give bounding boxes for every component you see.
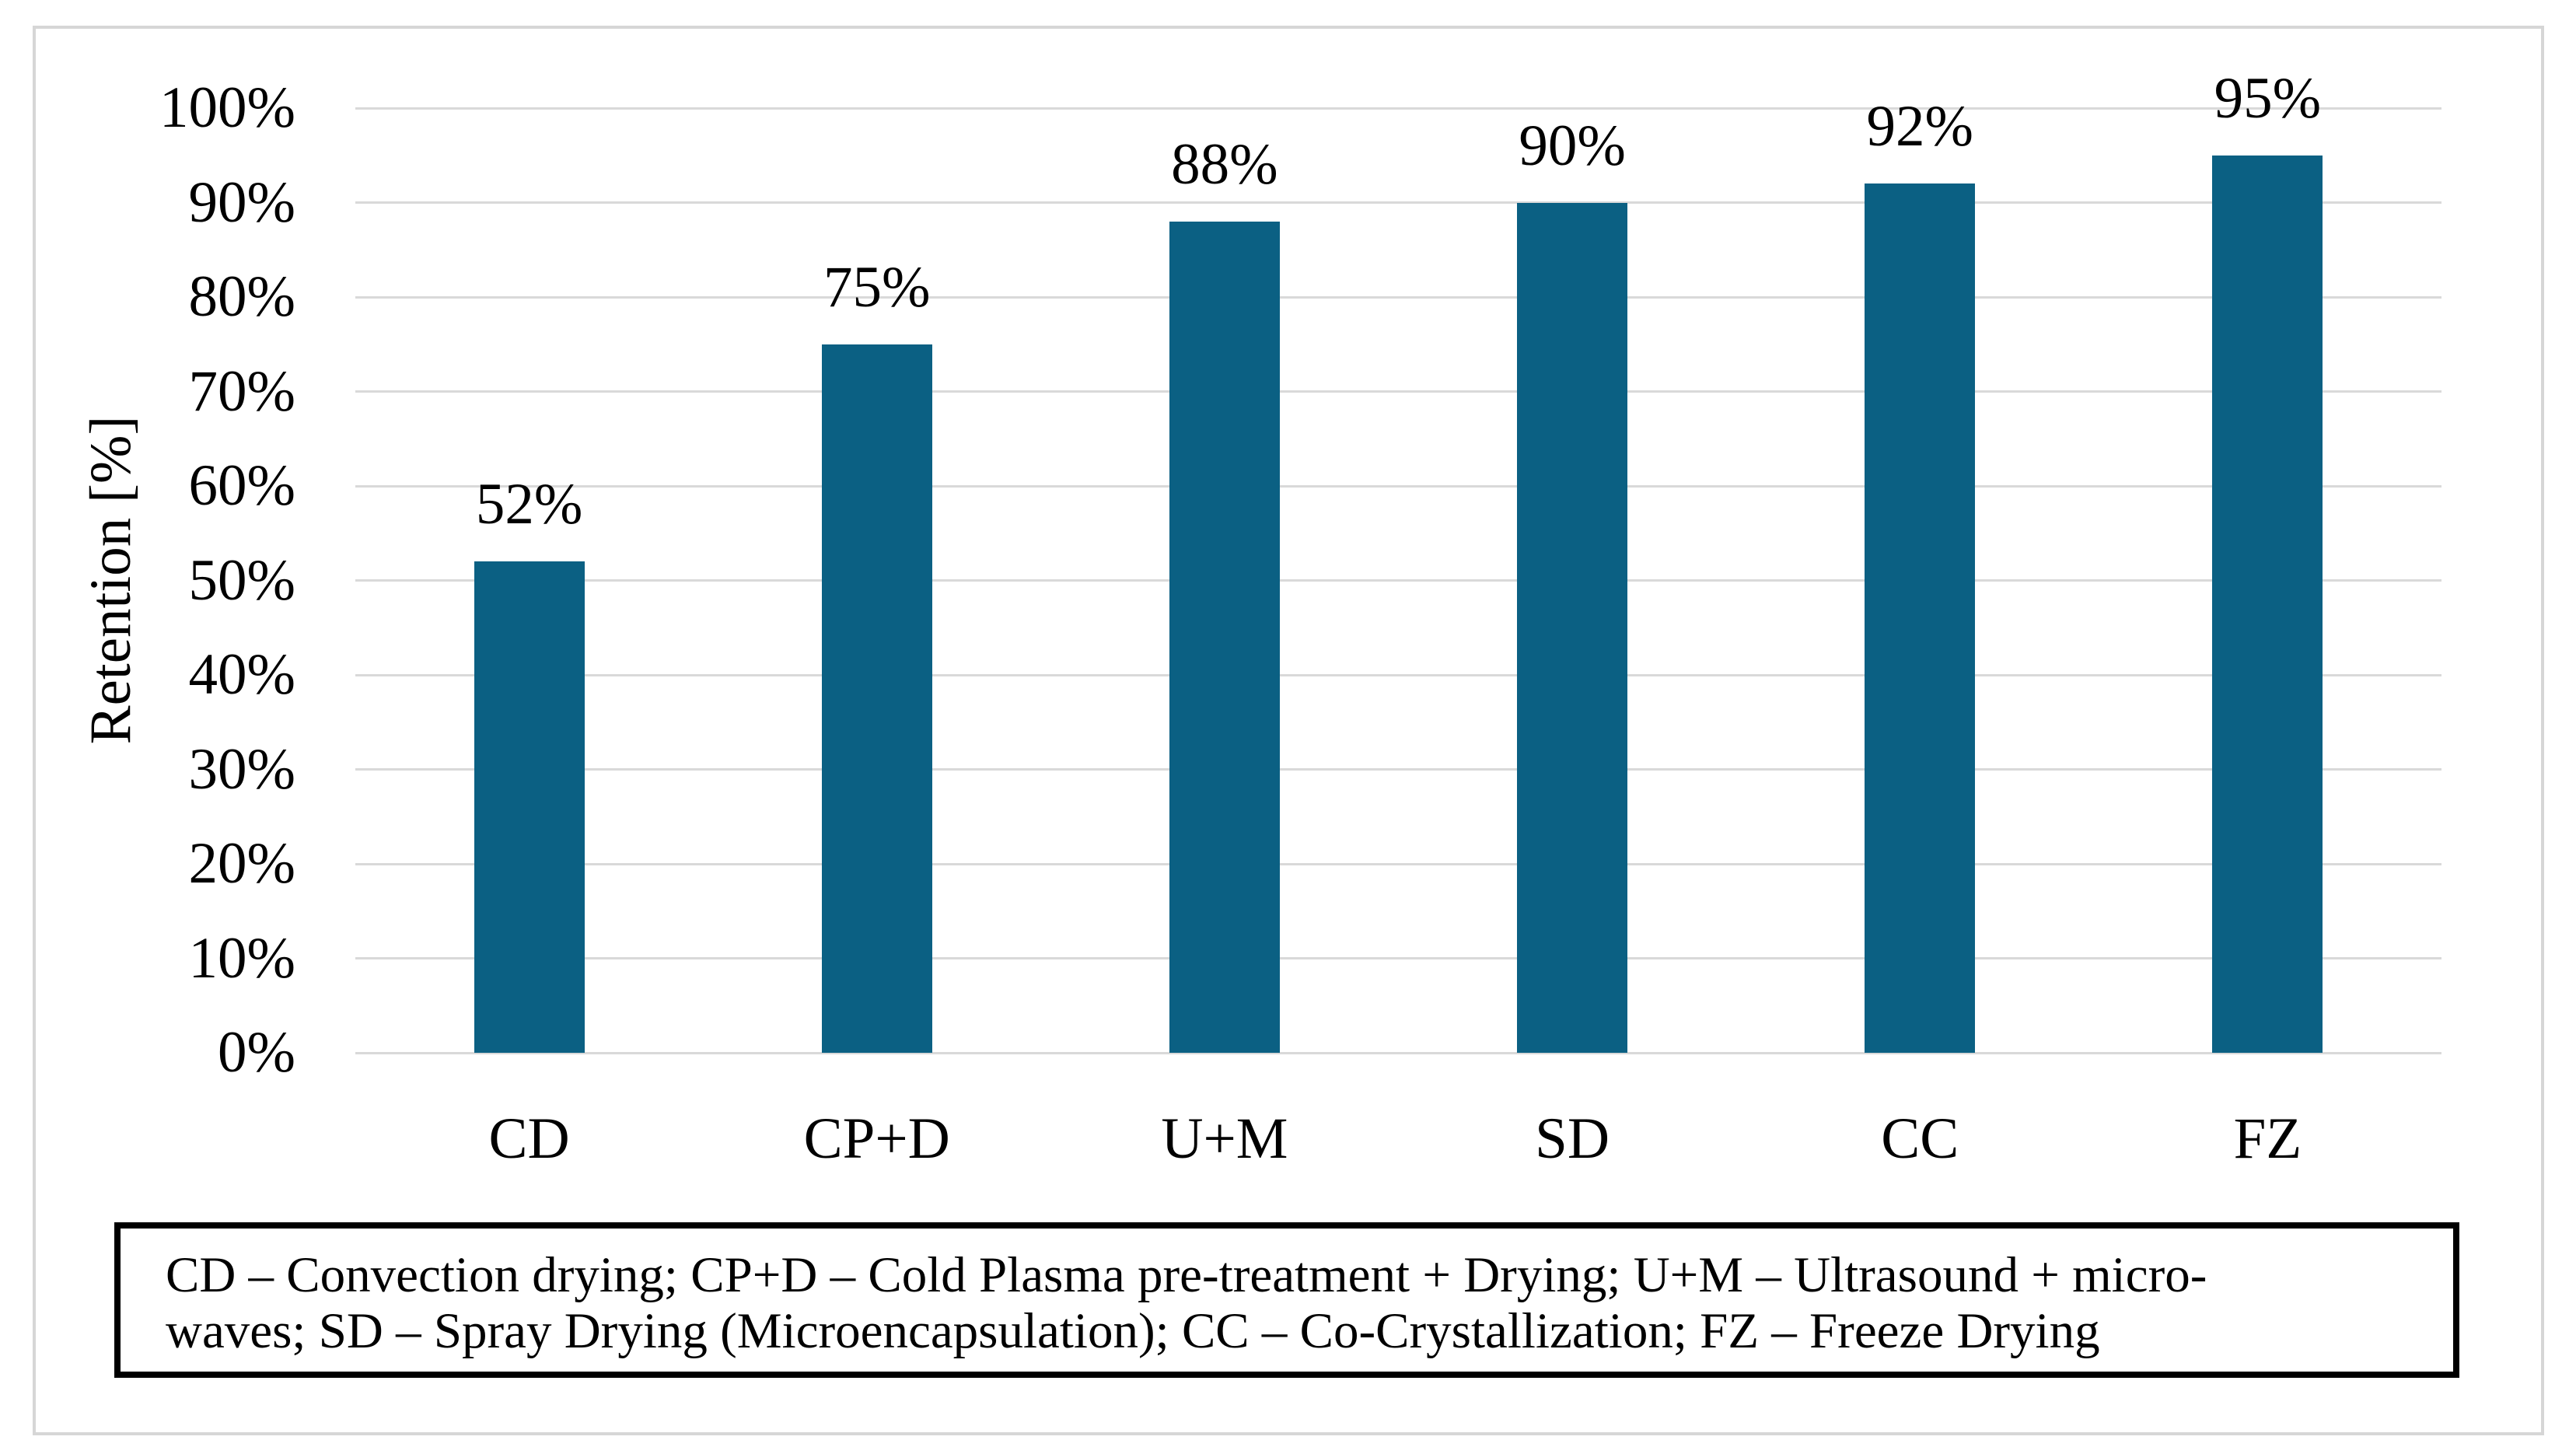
- x-tick-label-CC: CC: [1881, 1106, 1959, 1171]
- y-tick-label: 20%: [188, 831, 295, 896]
- gridline: [355, 579, 2441, 582]
- y-tick-label: 60%: [188, 453, 295, 518]
- y-tick-label: 80%: [188, 264, 295, 329]
- gridline: [355, 295, 2441, 299]
- gridline: [355, 768, 2441, 771]
- x-tick-label-SD: SD: [1535, 1106, 1610, 1171]
- bar-CP+D: [821, 344, 932, 1053]
- caption-line-1: CD – Convection drying; CP+D – Cold Plas…: [166, 1247, 2207, 1303]
- caption-line-2: waves; SD – Spray Drying (Microencapsula…: [166, 1303, 2100, 1359]
- gridline: [355, 390, 2441, 393]
- gridline: [355, 484, 2441, 488]
- plot-area: 52% 75% 88% 90% 92% 95%: [355, 68, 2441, 1054]
- bar-value-label-CD: 52%: [475, 472, 583, 537]
- y-tick-label: 10%: [188, 925, 295, 991]
- y-tick-label: 100%: [159, 75, 295, 140]
- x-tick-label-FZ: FZ: [2233, 1106, 2302, 1171]
- x-tick-label-U+M: U+M: [1161, 1106, 1288, 1171]
- bar-value-label-CP+D: 75%: [823, 254, 931, 320]
- bar-SD: [1517, 202, 1628, 1053]
- bar-FZ: [2212, 155, 2323, 1053]
- bar-CC: [1865, 183, 1976, 1053]
- gridline: [355, 673, 2441, 676]
- gridline: [355, 201, 2441, 204]
- x-tick-label-CP+D: CP+D: [803, 1106, 950, 1171]
- bar-value-label-CC: 92%: [1866, 94, 1973, 159]
- y-tick-label: 90%: [188, 170, 295, 235]
- bar-CD: [474, 561, 585, 1053]
- bar-value-label-SD: 90%: [1519, 113, 1626, 178]
- gridline: [355, 862, 2441, 865]
- x-tick-label-CD: CD: [488, 1106, 570, 1171]
- y-tick-label: 30%: [188, 736, 295, 802]
- bar-value-label-FZ: 95%: [2214, 65, 2322, 131]
- figure-border: [33, 26, 2544, 1435]
- y-tick-label: 70%: [188, 358, 295, 424]
- gridline: [355, 1051, 2441, 1054]
- bar-U+M: [1169, 221, 1280, 1053]
- y-tick-label: 0%: [218, 1020, 295, 1085]
- gridline: [355, 107, 2441, 110]
- y-tick-label: 50%: [188, 547, 295, 613]
- y-tick-label: 40%: [188, 642, 295, 707]
- legend-caption-box: CD – Convection drying; CP+D – Cold Plas…: [114, 1222, 2459, 1378]
- bar-value-label-U+M: 88%: [1171, 131, 1278, 197]
- gridline: [355, 957, 2441, 959]
